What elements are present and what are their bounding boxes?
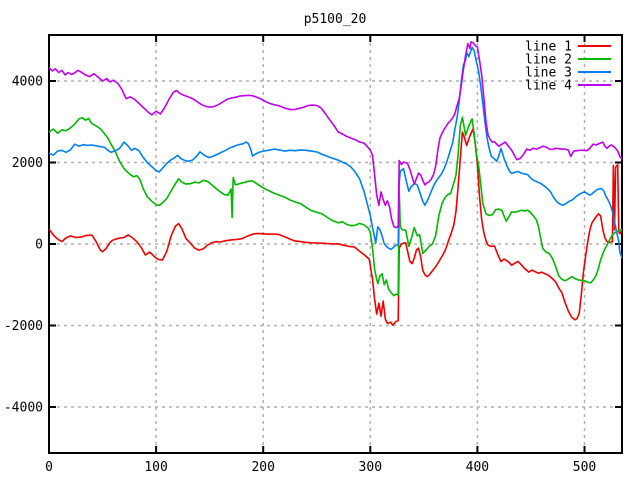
series-line-2 xyxy=(48,116,623,297)
series-line-1 xyxy=(48,127,623,326)
x-tick-label: 0 xyxy=(45,460,53,475)
series-line-3 xyxy=(48,46,623,259)
chart-title: p5100_20 xyxy=(304,12,367,27)
y-tick-label: -4000 xyxy=(4,401,43,416)
legend-label-1: line 1 xyxy=(525,40,572,55)
y-tick-label: 4000 xyxy=(12,75,43,90)
data-series xyxy=(48,41,623,326)
y-tick-label: -2000 xyxy=(4,319,43,334)
x-tick-label: 400 xyxy=(466,460,489,475)
y-tick-label: 2000 xyxy=(12,156,43,171)
x-tick-label: 300 xyxy=(359,460,382,475)
x-tick-label: 500 xyxy=(573,460,596,475)
legend-label-4: line 4 xyxy=(525,79,572,94)
y-tick-label: 0 xyxy=(35,238,43,253)
x-tick-label: 100 xyxy=(144,460,167,475)
axis-ticks xyxy=(48,35,622,453)
legend-label-3: line 3 xyxy=(525,66,572,81)
x-tick-label: 200 xyxy=(251,460,274,475)
legend-label-2: line 2 xyxy=(525,53,572,68)
series-line-4 xyxy=(48,41,623,229)
axis-tick-labels: 0 100 200 300 400 500 -4000 -2000 0 2000 4000 xyxy=(4,75,596,476)
